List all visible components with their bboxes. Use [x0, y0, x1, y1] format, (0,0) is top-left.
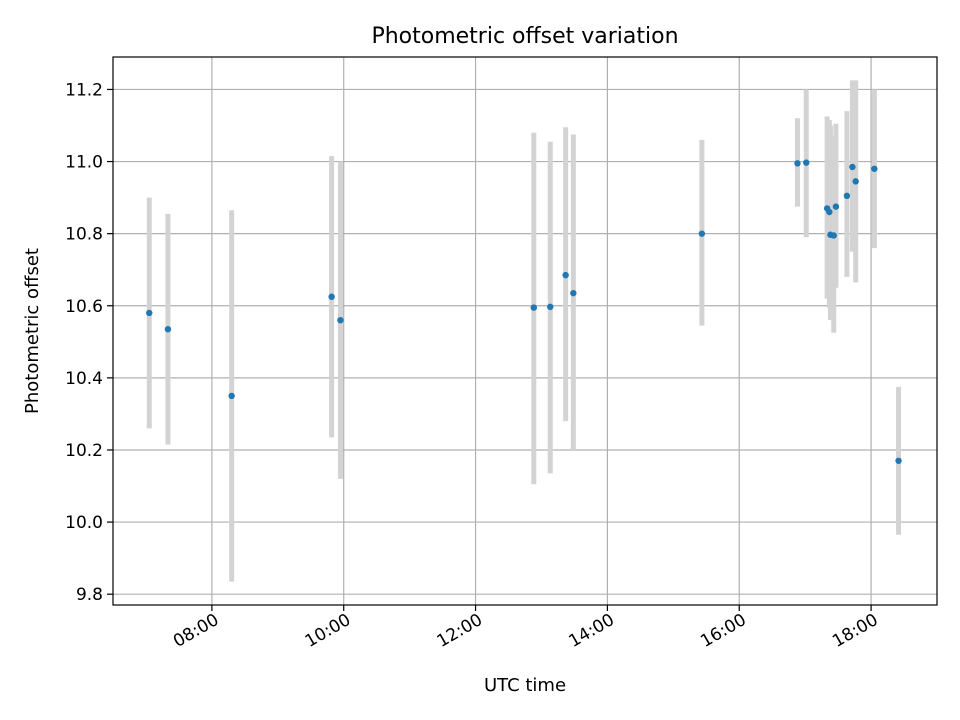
y-tick-label: 10.8: [65, 225, 103, 245]
data-point: [562, 271, 569, 279]
data-point: [803, 159, 810, 166]
data-point: [164, 325, 172, 333]
data-point: [830, 232, 837, 239]
y-tick-label: 11.2: [65, 80, 103, 100]
chart-title: Photometric offset variation: [371, 24, 678, 49]
y-tick-label: 10.2: [65, 441, 103, 461]
data-points: [146, 159, 902, 464]
data-point: [895, 457, 902, 464]
plot-frame: [112, 56, 938, 606]
y-tick-label: 10.4: [65, 369, 103, 389]
y-axis-label: Photometric offset: [22, 248, 43, 414]
data-point: [530, 304, 537, 311]
y-tick-label: 11.0: [65, 153, 103, 173]
data-point: [228, 392, 235, 400]
y-axis: 9.8 10.0 10.2 10.4 10.6 10.8 11.0 11.2: [65, 80, 113, 605]
data-point: [852, 178, 859, 185]
data-point: [337, 316, 344, 324]
data-point: [698, 230, 706, 237]
y-tick-label: 10.6: [65, 297, 103, 317]
data-point: [843, 192, 851, 200]
data-point: [570, 289, 577, 297]
data-point: [826, 208, 833, 216]
data-point: [849, 163, 856, 171]
data-point: [871, 165, 878, 172]
y-tick-label: 9.8: [76, 585, 103, 605]
y-tick-label: 10.0: [65, 513, 103, 533]
data-point: [832, 203, 840, 210]
x-axis-label: UTC time: [484, 675, 566, 696]
data-point: [146, 309, 153, 317]
data-point: [547, 303, 554, 311]
data-point: [328, 293, 335, 300]
data-point: [794, 160, 801, 167]
